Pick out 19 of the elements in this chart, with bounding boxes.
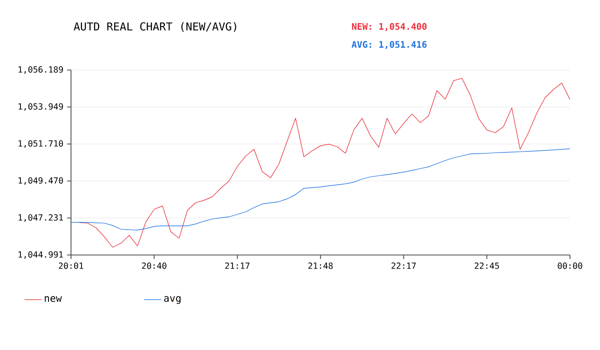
chart-title: AUTD REAL CHART (NEW/AVG) [74, 22, 236, 32]
x-tick-label: 21:48 [308, 262, 333, 269]
legend-label: new [44, 296, 62, 302]
y-tick-label: 1,047.231 [18, 214, 63, 222]
y-tick-label: 1,049.470 [18, 177, 63, 185]
y-tick-label: 1,053.949 [18, 103, 63, 111]
x-tick-label: 21:17 [225, 262, 250, 269]
y-tick-label: 1,044.991 [18, 251, 63, 259]
line-series [79, 78, 570, 248]
text: NEW: 1,054.400 [352, 23, 427, 31]
x-tick-label: 00:00 [558, 262, 582, 269]
x-tick-label: 20:40 [142, 262, 166, 269]
x-tick-label: 20:01 [58, 262, 84, 269]
text: AVG: 1,051.416 [352, 41, 427, 49]
x-tick-label: 22:45 [474, 262, 499, 269]
x-tick-label: 22:17 [392, 262, 416, 269]
y-tick-label: 1,051.710 [18, 140, 63, 148]
y-tick-label: 1,056.189 [18, 66, 63, 74]
legend-label: avg [164, 296, 181, 304]
